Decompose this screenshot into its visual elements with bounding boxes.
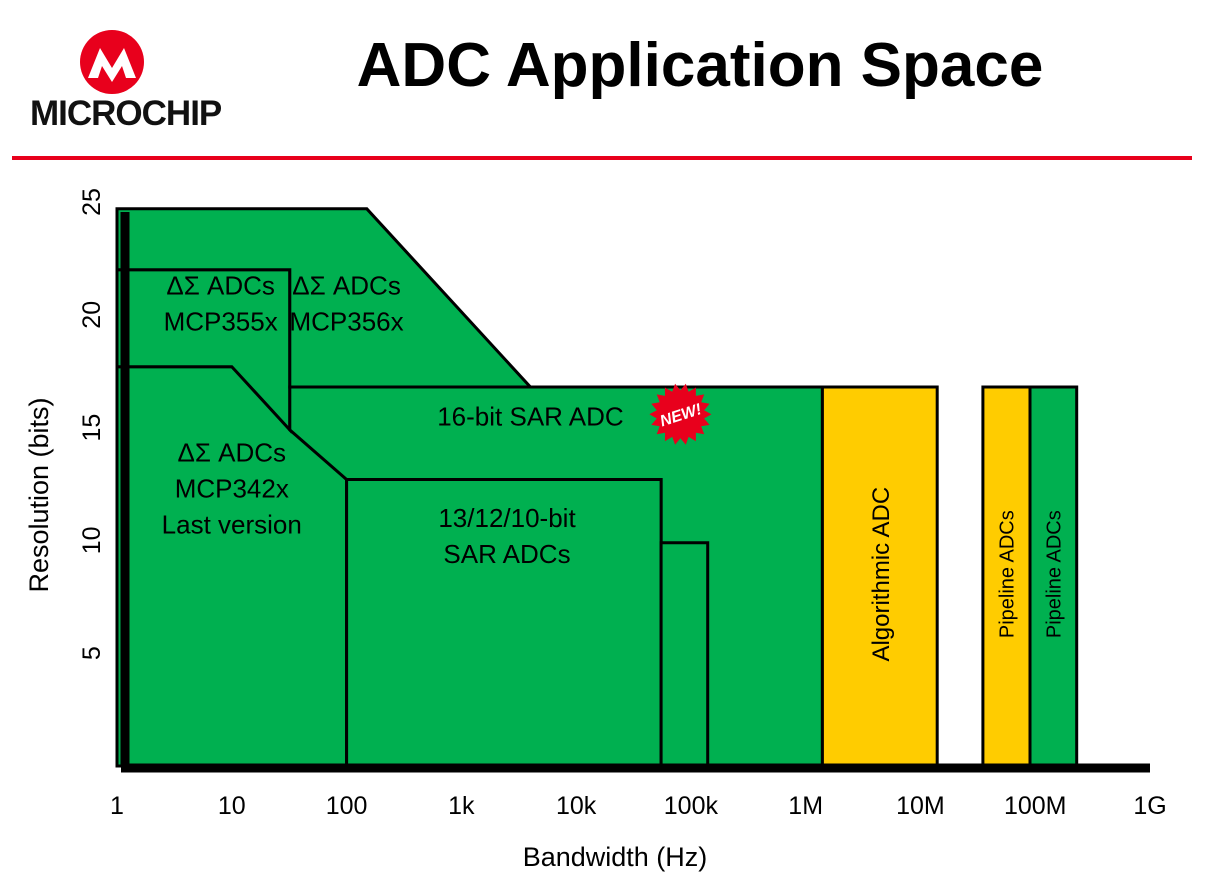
microchip-logo-icon <box>80 30 144 94</box>
y-tick-labels: 5 10 15 20 25 <box>78 188 106 660</box>
x-tick-label: 10k <box>556 792 597 820</box>
region-label: SAR ADCs <box>443 539 570 569</box>
y-tick-label: 20 <box>78 301 106 329</box>
region-label: Pipeline ADCs <box>1044 510 1066 638</box>
region-label: ΔΣ ADCs <box>292 271 401 301</box>
region-label: Pipeline ADCs <box>996 510 1018 638</box>
title-divider <box>12 156 1192 160</box>
region-label: MCP355x <box>164 307 278 337</box>
region-labels: ΔΣ ADCs MCP342x Last version ΔΣ ADCs MCP355x… <box>162 271 1066 662</box>
x-tick-label: 1 <box>110 792 124 820</box>
page-title: ADC Application Space <box>356 31 1044 100</box>
chart-axes <box>120 212 1150 773</box>
region-label: 13/12/10-bit <box>438 503 576 533</box>
x-tick-label: 100M <box>1004 792 1067 820</box>
x-tick-label: 10M <box>896 792 945 820</box>
region-label: Last version <box>162 510 302 540</box>
x-tick-label: 1G <box>1133 792 1166 820</box>
region-sar-small <box>659 541 710 768</box>
microchip-logo: MICROCHIP <box>22 26 222 133</box>
region-label: 16-bit SAR ADC <box>437 401 623 431</box>
x-tick-label: 1M <box>788 792 823 820</box>
chart-regions <box>115 207 1079 768</box>
region-label: ΔΣ ADCs <box>177 438 286 468</box>
microchip-logo-text: MICROCHIP <box>30 94 222 133</box>
region-label: Algorithmic ADC <box>868 487 895 662</box>
x-tick-label: 1k <box>448 792 475 820</box>
y-tick-label: 10 <box>78 526 106 554</box>
y-tick-label: 5 <box>78 646 106 660</box>
region-label: MCP356x <box>289 307 403 337</box>
y-tick-label: 15 <box>78 414 106 442</box>
x-tick-label: 10 <box>218 792 246 820</box>
y-axis-title: Resolution (bits) <box>24 397 54 592</box>
region-label: ΔΣ ADCs <box>166 271 275 301</box>
new-badge: NEW! <box>649 383 712 445</box>
x-tick-label: 100 <box>326 792 368 820</box>
region-label: MCP342x <box>175 474 289 504</box>
x-tick-label: 100k <box>664 792 719 820</box>
y-tick-label: 25 <box>78 188 106 216</box>
x-tick-labels: 1 10 100 1k 10k 100k 1M 10M 100M 1G <box>110 792 1167 820</box>
x-axis-title: Bandwidth (Hz) <box>523 842 708 872</box>
new-badge-burst <box>649 383 712 445</box>
